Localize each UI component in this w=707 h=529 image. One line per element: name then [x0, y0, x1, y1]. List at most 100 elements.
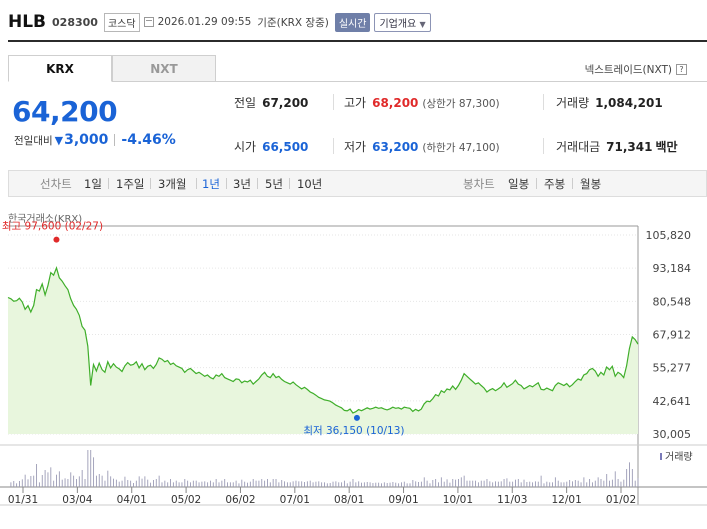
volume-bar: [355, 482, 357, 487]
period-daily[interactable]: 일봉: [508, 177, 530, 191]
quote-low: 저가 63,200 (하한가 47,100): [344, 138, 500, 155]
volume-bar: [626, 469, 628, 487]
stock-code: 028300: [52, 15, 98, 29]
help-icon[interactable]: ?: [676, 64, 687, 75]
volume-bar: [446, 479, 448, 487]
period-1d[interactable]: 1일: [84, 177, 102, 191]
volume-bar: [629, 462, 630, 487]
volume-bar: [41, 475, 43, 487]
volume-bar: [466, 480, 468, 487]
volume-bar: [363, 482, 365, 487]
volume-bar: [415, 481, 417, 487]
volume-bar: [603, 480, 605, 487]
quote-high: 고가 68,200 (상한가 87,300): [344, 94, 500, 111]
y-tick-label: 80,548: [653, 295, 692, 308]
volume-bar: [281, 480, 283, 487]
x-tick-label: 06/02: [225, 494, 255, 506]
period-bar: [8, 170, 707, 197]
volume-bar: [78, 476, 80, 487]
current-price: 64,200: [12, 95, 118, 128]
volume-bar: [76, 479, 77, 487]
period-1y[interactable]: 1년: [202, 177, 220, 191]
volume-bar: [435, 479, 437, 487]
period-3y[interactable]: 3년: [233, 177, 251, 191]
volume-bar: [426, 480, 428, 487]
volume-bar: [589, 479, 591, 487]
x-tick-label: 07/01: [280, 494, 310, 506]
volume-legend-swatch: [660, 453, 662, 460]
volume-bar: [158, 475, 160, 487]
volume-bar: [198, 482, 200, 487]
volume-bar: [204, 481, 206, 487]
header-divider: [8, 40, 707, 42]
volume-bar: [324, 482, 325, 487]
volume-bar: [95, 475, 97, 487]
period-divider: [226, 178, 227, 189]
volume-bar: [64, 478, 66, 487]
volume-bar: [515, 479, 516, 487]
volume-bar: [284, 481, 286, 487]
volume-bar: [289, 482, 291, 487]
volume-bar: [563, 482, 565, 487]
volume-bar: [272, 479, 274, 487]
volume-bar: [16, 483, 18, 487]
period-3m[interactable]: 3개월: [158, 177, 187, 191]
volume-bar: [600, 479, 602, 487]
volume-bar: [543, 483, 545, 487]
volume-bar: [161, 482, 163, 487]
nextrade-label: 넥스트레이드(NXT): [584, 64, 672, 76]
corp-info-button[interactable]: 기업개요 ▼: [374, 12, 431, 32]
volume-bar: [634, 480, 636, 487]
period-5y[interactable]: 5년: [265, 177, 283, 191]
x-tick-label: 11/03: [497, 494, 527, 506]
amount-unit: 백만: [655, 140, 678, 154]
volume-bar: [306, 481, 308, 487]
volume-bar: [458, 479, 459, 487]
corp-info-label: 기업개요: [379, 18, 417, 30]
volume-bar: [269, 482, 271, 487]
period-1w[interactable]: 1주일: [116, 177, 145, 191]
x-tick-label: 01/31: [8, 494, 38, 506]
volume-bar: [144, 476, 146, 487]
volume-bar: [298, 481, 300, 487]
volume-bar: [164, 480, 166, 487]
high-label: 고가: [344, 96, 367, 110]
volume-bar: [264, 480, 266, 487]
x-tick-label: 09/01: [388, 494, 418, 506]
volume-bar: [113, 478, 114, 487]
volume-bar: [403, 481, 405, 487]
volume-bar: [255, 480, 257, 487]
volume-bar: [335, 481, 337, 487]
volume-bar: [375, 482, 377, 487]
volume-bar: [13, 481, 15, 487]
period-weekly[interactable]: 주봉: [544, 177, 566, 191]
down-triangle-icon: ▼: [54, 133, 64, 147]
volume-bar: [215, 479, 217, 487]
volume-bar: [44, 470, 46, 487]
price-area: [8, 267, 638, 434]
volume-bar: [480, 480, 482, 487]
volume-bar: [509, 481, 511, 487]
tab-krx[interactable]: KRX: [8, 55, 112, 82]
quote-basis: 기준(KRX 장중): [257, 16, 329, 29]
period-monthly[interactable]: 월봉: [580, 177, 602, 191]
realtime-badge[interactable]: 실시간: [334, 12, 371, 32]
period-divider: [150, 178, 151, 189]
volume-bar: [36, 464, 38, 487]
volume-bar: [87, 450, 89, 487]
volume-bar: [127, 480, 129, 487]
lower-limit: (하한가 47,100): [422, 142, 500, 154]
volume-bar: [577, 480, 579, 487]
volume-bar: [591, 482, 593, 487]
volume-bar: [155, 479, 157, 487]
volume-bar: [53, 480, 55, 487]
volume-bar: [175, 480, 177, 487]
period-10y[interactable]: 10년: [297, 177, 323, 191]
volume-bar: [150, 482, 152, 487]
change-percent: -4.46%: [121, 132, 176, 148]
volume-bar: [73, 475, 75, 487]
tab-nxt[interactable]: NXT: [112, 55, 216, 82]
nextrade-link[interactable]: 넥스트레이드(NXT) ?: [585, 62, 687, 77]
volume-bar: [261, 479, 263, 487]
volume-bar: [338, 482, 340, 487]
